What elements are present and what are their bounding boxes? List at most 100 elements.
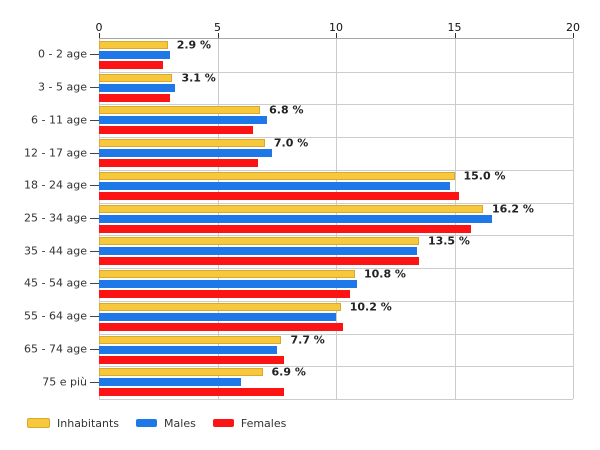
category-label: 18 - 24 age bbox=[24, 178, 87, 192]
bar-males-6 bbox=[99, 214, 493, 223]
bar-males-7 bbox=[99, 247, 417, 256]
category-label: 25 - 34 age bbox=[24, 211, 87, 225]
bar-females-7 bbox=[99, 257, 419, 266]
horizontal-gridline bbox=[99, 333, 573, 335]
category-label: 65 - 74 age bbox=[24, 342, 87, 356]
x-axis-tick-label: 5 bbox=[214, 21, 221, 34]
horizontal-gridline bbox=[99, 300, 573, 302]
horizontal-gridline bbox=[99, 202, 573, 204]
category-tick-mark bbox=[90, 250, 99, 252]
bar-males-3 bbox=[99, 116, 268, 125]
bar-females-4 bbox=[99, 159, 258, 168]
value-label: 15.0 % bbox=[463, 169, 506, 183]
bar-males-9 bbox=[99, 312, 336, 321]
bar-females-2 bbox=[99, 93, 171, 102]
horizontal-gridline bbox=[99, 104, 573, 106]
bar-inhabitants-6 bbox=[99, 204, 483, 213]
bar-inhabitants-11 bbox=[99, 368, 263, 377]
bar-inhabitants-3 bbox=[99, 106, 261, 115]
x-axis-tick-label: 10 bbox=[329, 21, 343, 34]
bar-males-1 bbox=[99, 51, 171, 59]
legend-label-inhabitants: Inhabitants bbox=[57, 416, 120, 430]
bar-males-8 bbox=[99, 280, 358, 289]
legend-item-males: Males bbox=[136, 417, 196, 430]
legend-label-females: Females bbox=[240, 416, 287, 430]
bar-females-10 bbox=[99, 355, 284, 364]
category-tick-mark bbox=[90, 119, 99, 121]
bar-inhabitants-4 bbox=[99, 139, 265, 148]
category-tick-mark bbox=[90, 218, 99, 219]
vertical-gridline bbox=[573, 39, 574, 399]
value-label: 10.2 % bbox=[349, 300, 392, 314]
legend-item-inhabitants: Inhabitants bbox=[27, 417, 119, 430]
bar-males-5 bbox=[99, 181, 450, 190]
x-axis-tick-label: 15 bbox=[447, 21, 462, 34]
value-label: 16.2 % bbox=[491, 202, 534, 216]
bar-inhabitants-7 bbox=[99, 237, 419, 246]
bar-females-5 bbox=[99, 191, 460, 200]
bar-inhabitants-9 bbox=[99, 302, 341, 311]
x-axis-tick-mark bbox=[573, 33, 574, 38]
bar-inhabitants-2 bbox=[99, 73, 173, 82]
value-label: 3.1 % bbox=[181, 71, 216, 85]
bar-females-3 bbox=[99, 126, 254, 135]
bar-males-11 bbox=[99, 378, 242, 387]
category-label: 35 - 44 age bbox=[24, 244, 87, 258]
bar-males-4 bbox=[99, 149, 272, 158]
females-color-swatch bbox=[212, 419, 234, 427]
bar-males-10 bbox=[99, 345, 277, 354]
category-tick-mark bbox=[90, 316, 99, 318]
bar-inhabitants-8 bbox=[99, 270, 355, 279]
inhabitants-color-swatch bbox=[27, 418, 50, 428]
bar-females-8 bbox=[99, 290, 351, 299]
bar-females-9 bbox=[99, 322, 344, 331]
category-label: 6 - 11 age bbox=[31, 113, 87, 127]
category-label: 3 - 5 age bbox=[38, 80, 87, 94]
bar-females-1 bbox=[99, 61, 163, 69]
category-tick-mark bbox=[90, 381, 99, 383]
category-tick-mark bbox=[90, 185, 99, 187]
category-tick-mark bbox=[90, 283, 99, 285]
category-label: 75 e più bbox=[42, 375, 87, 389]
x-axis-tick-mark bbox=[336, 33, 337, 38]
category-tick-mark bbox=[90, 348, 99, 350]
x-axis-tick-mark bbox=[454, 33, 456, 38]
horizontal-gridline bbox=[99, 137, 573, 139]
value-label: 6.8 % bbox=[269, 103, 304, 117]
bar-females-6 bbox=[99, 224, 472, 233]
males-color-swatch bbox=[136, 419, 158, 427]
bar-inhabitants-1 bbox=[99, 41, 168, 49]
category-tick-mark bbox=[90, 152, 99, 154]
value-label: 6.9 % bbox=[271, 365, 306, 379]
legend-label-males: Males bbox=[164, 416, 196, 430]
plot-area: 2.9 % 3.1 % 6.8 % 7.0 % 15.0 % 16.2 % 13.5 % 10… bbox=[99, 33, 574, 400]
legend-item-females: Females bbox=[212, 416, 287, 430]
horizontal-gridline bbox=[99, 169, 573, 171]
horizontal-gridline bbox=[99, 399, 573, 400]
horizontal-gridline bbox=[99, 235, 573, 237]
category-tick-mark bbox=[90, 87, 99, 89]
bar-inhabitants-10 bbox=[99, 335, 282, 344]
category-label: 0 - 2 age bbox=[38, 47, 87, 61]
legend: Inhabitants Males Females bbox=[27, 415, 303, 431]
horizontal-gridline bbox=[99, 366, 573, 368]
x-axis-tick-mark bbox=[217, 33, 219, 38]
category-tick-mark bbox=[90, 54, 99, 56]
horizontal-gridline bbox=[99, 71, 573, 73]
bar-inhabitants-5 bbox=[99, 171, 455, 180]
x-axis-tick-label: 20 bbox=[566, 21, 580, 34]
value-label: 10.8 % bbox=[363, 267, 406, 281]
value-label: 13.5 % bbox=[427, 234, 470, 248]
horizontal-gridline bbox=[99, 268, 573, 270]
category-label: 12 - 17 age bbox=[24, 146, 87, 160]
category-label: 55 - 64 age bbox=[24, 309, 87, 323]
bar-females-11 bbox=[99, 388, 284, 397]
value-label: 7.7 % bbox=[290, 333, 325, 347]
x-axis-tick-mark bbox=[99, 33, 100, 38]
bar-males-2 bbox=[99, 83, 175, 92]
value-label: 2.9 % bbox=[176, 38, 212, 52]
x-axis-tick-label: 0 bbox=[95, 21, 103, 34]
value-label: 7.0 % bbox=[273, 136, 309, 150]
category-label: 45 - 54 age bbox=[24, 276, 87, 290]
